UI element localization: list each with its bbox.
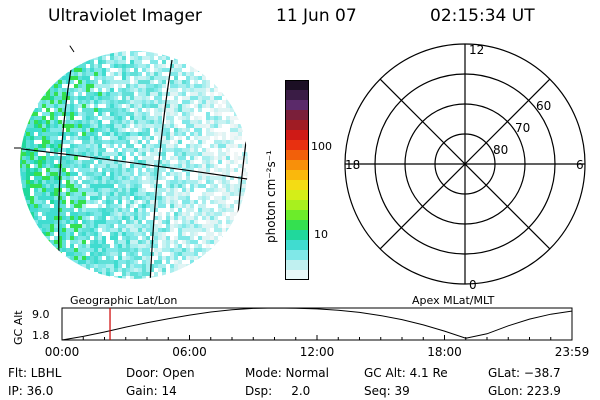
colorbar-tick-10: 10 (314, 228, 328, 241)
aurora-pixels (20, 51, 248, 279)
x-tick-label: 12:00 (300, 345, 335, 359)
info-gcalt: GC Alt: 4.1 Re (364, 366, 448, 380)
mlt-label-6: 6 (576, 158, 584, 172)
colorbar-swatch (285, 220, 309, 231)
colorbar-swatch (285, 170, 309, 181)
info-gain: Gain: 14 (126, 384, 177, 398)
info-flt: Flt: LBHL (8, 366, 62, 380)
mlat-label-80: 80 (493, 143, 508, 157)
altitude-chart: GC Alt 9.0 1.8 00:00 06:00 12:00 18:00 23:59 (12, 307, 590, 359)
mlat-label-70: 70 (515, 121, 530, 135)
colorbar-swatch (285, 270, 309, 281)
mlat-label-60: 60 (536, 99, 551, 113)
colorbar-tick-100: 100 (311, 140, 332, 153)
colorbar-swatch (285, 240, 309, 251)
colorbar-swatch (285, 250, 309, 261)
colorbar-swatch (285, 210, 309, 221)
colorbar-swatch (285, 110, 309, 121)
colorbar-swatch (285, 190, 309, 201)
date-label: 11 Jun 07 (276, 6, 357, 26)
colorbar (285, 80, 309, 281)
colorbar-unit-label: photon cm⁻²s⁻¹ (264, 150, 278, 243)
colorbar-swatch (285, 150, 309, 161)
mlt-label-12: 12 (469, 43, 484, 57)
ytick-1-8: 1.8 (32, 329, 50, 342)
info-door: Door: Open (126, 366, 195, 380)
colorbar-swatch (285, 90, 309, 101)
colorbar-swatch (285, 260, 309, 271)
apex-projection-label: Apex MLat/MLT (412, 294, 495, 307)
polar-diagonal-2 (379, 78, 551, 250)
info-dsp: Dsp: 2.0 (245, 384, 311, 398)
app-title: Ultraviolet Imager (48, 6, 202, 26)
colorbar-swatch (285, 230, 309, 241)
x-tick-label: 23:59 (555, 345, 590, 359)
colorbar-swatch (285, 80, 309, 91)
geo-projection-label: Geographic Lat/Lon (70, 294, 178, 307)
info-glon: GLon: 223.9 (488, 384, 561, 398)
colorbar-swatch (285, 140, 309, 151)
x-tick-label: 18:00 (427, 345, 462, 359)
colorbar-swatch (285, 180, 309, 191)
x-tick-label: 06:00 (172, 345, 207, 359)
imager-disk (14, 45, 248, 279)
colorbar-swatch (285, 100, 309, 111)
altitude-axis-label: GC Alt (12, 310, 25, 345)
polar-plot: 12 18 6 0 60 70 80 (344, 43, 586, 292)
time-label: 02:15:34 UT (430, 6, 535, 26)
ytick-9: 9.0 (32, 308, 50, 321)
info-seq: Seq: 39 (364, 384, 410, 398)
info-mode: Mode: Normal (245, 366, 329, 380)
colorbar-swatch (285, 200, 309, 211)
x-tick-label: 00:00 (45, 345, 80, 359)
colorbar-swatch (285, 120, 309, 131)
colorbar-swatch (285, 130, 309, 141)
info-glat: GLat: −38.7 (488, 366, 561, 380)
info-ip: IP: 36.0 (8, 384, 54, 398)
mlt-label-18: 18 (345, 158, 360, 172)
mlt-label-0: 0 (469, 278, 477, 292)
colorbar-swatch (285, 160, 309, 171)
altitude-line (61, 307, 572, 341)
